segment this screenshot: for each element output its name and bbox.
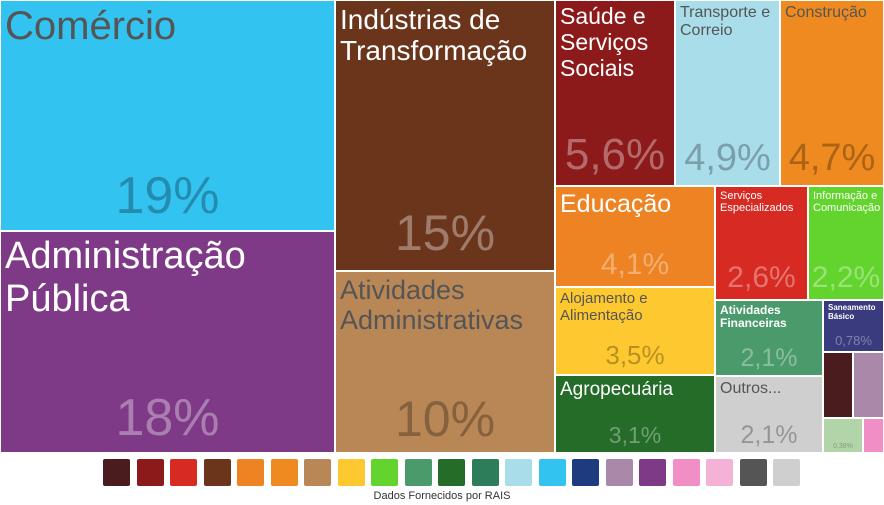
- cell-value: 4,9%: [684, 137, 771, 179]
- treemap: Comércio 19% Administração Pública 18% Indús…: [0, 0, 884, 453]
- icon[interactable]: [170, 459, 197, 486]
- cell-value: 2,1%: [740, 421, 798, 449]
- icon[interactable]: [136, 459, 164, 486]
- cell-label: Alojamento e Alimentação: [560, 290, 648, 324]
- icon[interactable]: [773, 459, 800, 486]
- cell-label: Serviços Especializados: [720, 190, 794, 215]
- cell-value: 19%: [115, 167, 220, 225]
- cell-label: Educação: [560, 190, 672, 218]
- treemap-cell: [823, 352, 853, 418]
- cell-value: 5,6%: [564, 130, 666, 179]
- treemap-cell: Transporte e Correio 4,9%: [675, 0, 780, 186]
- sector-icons: [103, 459, 800, 486]
- icon[interactable]: [706, 459, 733, 486]
- treemap-cell: Administração Pública 18%: [0, 231, 335, 453]
- treemap-cell: Indústrias de Transformação 15%: [335, 0, 555, 271]
- icon[interactable]: [337, 459, 365, 486]
- cell-value: 2,2%: [811, 261, 881, 294]
- treemap-cell: Serviços Especializados 2,6%: [715, 186, 808, 300]
- cell-value: 0,38%: [833, 443, 853, 450]
- icon[interactable]: [471, 459, 499, 486]
- cell-value: 3,5%: [605, 340, 665, 370]
- treemap-cell: Educação 4,1%: [555, 186, 715, 287]
- icon[interactable]: [371, 459, 398, 486]
- cell-value: 0,78%: [835, 333, 872, 348]
- icon[interactable]: [505, 459, 532, 486]
- cell-value: 2,6%: [727, 261, 796, 294]
- treemap-cell: Alojamento e Alimentação 3,5%: [555, 287, 715, 375]
- icon[interactable]: [270, 459, 298, 486]
- icon[interactable]: [672, 459, 700, 486]
- icon[interactable]: [237, 459, 264, 486]
- cell-value: 4,7%: [788, 137, 876, 179]
- cell-label: Agropecuária: [560, 379, 674, 400]
- icon[interactable]: [438, 459, 465, 486]
- treemap-cell: 0,38%: [823, 418, 863, 453]
- source-note: Dados Fornecidos por RAIS: [373, 490, 511, 502]
- icon[interactable]: [639, 459, 666, 486]
- treemap-cell: Informação e Comunicação 2,2%: [808, 186, 884, 300]
- icon[interactable]: [572, 459, 599, 486]
- cell-value: 3,1%: [608, 422, 662, 448]
- cell-value: 2,1%: [740, 344, 798, 372]
- cell-label: Atividades Financeiras: [720, 303, 787, 331]
- cell-label: Indústrias de Transformação: [340, 4, 528, 67]
- treemap-cell: [853, 352, 884, 418]
- treemap-cell: Construção 4,7%: [780, 0, 884, 186]
- cell-label: Administração Pública: [5, 235, 246, 320]
- treemap-cell: Atividades Financeiras 2,1%: [715, 300, 823, 376]
- icon[interactable]: [203, 459, 231, 486]
- treemap-cell: Atividades Administrativas 10%: [335, 271, 555, 453]
- icon[interactable]: [404, 459, 432, 486]
- icon[interactable]: [304, 459, 331, 486]
- icon[interactable]: [605, 459, 633, 486]
- cell-label: Atividades Administrativas: [340, 275, 524, 336]
- treemap-cell: [863, 418, 884, 453]
- treemap-cell: Comércio 19%: [0, 0, 335, 231]
- treemap-cell: Saúde e Serviços Sociais 5,6%: [555, 0, 675, 186]
- cell-value: 10%: [394, 391, 496, 447]
- cell-label: Comércio: [5, 4, 177, 48]
- cell-label: Saúde e Serviços Sociais: [560, 3, 649, 81]
- icon[interactable]: [103, 459, 130, 486]
- cell-label: Informação e Comunicação: [813, 190, 881, 215]
- cell-value: 4,1%: [600, 248, 670, 281]
- cell-label: Transporte e Correio: [680, 4, 771, 39]
- treemap-cell: Outros... 2,1%: [715, 376, 823, 453]
- icon[interactable]: [739, 459, 767, 486]
- cell-label: Outros...: [720, 380, 782, 397]
- cell-value: 18%: [115, 389, 220, 447]
- icon[interactable]: [538, 459, 566, 486]
- treemap-cell: Saneamento Básico 0,78%: [823, 300, 884, 352]
- treemap-cell: Agropecuária 3,1%: [555, 375, 715, 453]
- cell-value: 15%: [394, 205, 496, 261]
- cell-label: Saneamento Básico: [828, 303, 876, 321]
- cell-label: Construção: [785, 4, 867, 21]
